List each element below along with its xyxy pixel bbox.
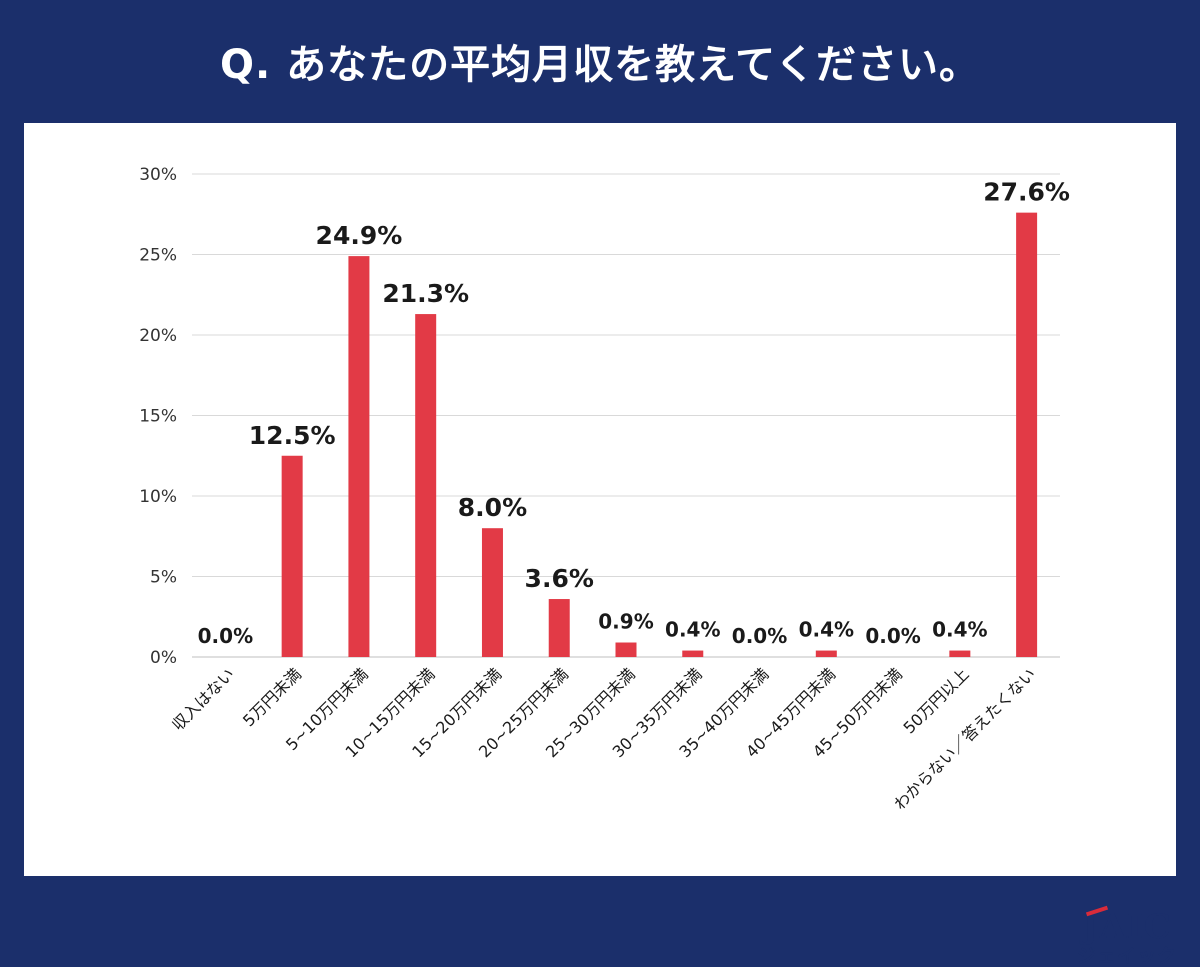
- bar: [682, 650, 704, 657]
- data-label: 24.9%: [316, 221, 403, 250]
- bar: [615, 642, 637, 657]
- category-label: 50万円以上: [900, 664, 973, 737]
- data-label: 0.4%: [799, 618, 854, 642]
- y-axis-ticks: 0% 5% 10% 15% 20% 25% 30%: [139, 165, 177, 668]
- bar: [1016, 212, 1038, 657]
- chart-title: Q. あなたの平均月収を教えてください。: [220, 42, 980, 88]
- data-label: 0.9%: [598, 610, 653, 634]
- y-tick-label: 30%: [139, 165, 177, 185]
- bar-chart: 0% 5% 10% 15% 20% 25% 30% 0.0% 12.5% 24.9% 21.3% 8…: [139, 165, 1070, 814]
- category-label: わからない／答えたくない: [890, 664, 1039, 813]
- bar: [415, 314, 437, 657]
- bar: [281, 455, 303, 657]
- bar: [815, 650, 837, 657]
- y-tick-label: 15%: [139, 407, 177, 427]
- data-label: 0.4%: [932, 618, 987, 642]
- data-label: 0.0%: [865, 624, 920, 648]
- y-tick-label: 20%: [139, 326, 177, 346]
- y-tick-label: 25%: [139, 246, 177, 266]
- y-tick-label: 5%: [150, 568, 177, 588]
- jaic-logo: JAIC ジェイック: [1072, 909, 1182, 967]
- data-label: 3.6%: [525, 564, 594, 593]
- data-label: 0.0%: [198, 624, 253, 648]
- data-labels: 0.0% 12.5% 24.9% 21.3% 8.0% 3.6%0.9% 0.4% 0.0% 0…: [198, 178, 1070, 648]
- y-tick-label: 10%: [139, 487, 177, 507]
- chart-panel: 0% 5% 10% 15% 20% 25% 30% 0.0% 12.5% 24.9% 21.3% 8…: [24, 123, 1176, 967]
- logo-mark: JAIC: [1082, 907, 1172, 947]
- x-axis-categories: 収入はない 5万円未満5~10万円未満10~15万円未満15~20万円未満20~2…: [168, 664, 1039, 813]
- category-label: 収入はない: [168, 664, 238, 734]
- gridlines: [192, 173, 1060, 658]
- bar: [548, 599, 570, 657]
- data-label: 0.0%: [732, 624, 787, 648]
- bars: [281, 212, 1038, 657]
- y-tick-label: 0%: [150, 648, 177, 668]
- bar: [949, 650, 971, 657]
- bar: [348, 256, 370, 657]
- data-label: 8.0%: [458, 493, 527, 522]
- logo-subtitle: ジェイック: [1076, 945, 1177, 967]
- data-label: 27.6%: [983, 178, 1070, 207]
- data-label: 0.4%: [665, 618, 720, 642]
- bar: [481, 528, 503, 657]
- data-label: 12.5%: [249, 421, 336, 450]
- category-label: 5万円未満: [239, 664, 305, 730]
- header-bar: Q. あなたの平均月収を教えてください。: [0, 0, 1200, 122]
- data-label: 21.3%: [382, 279, 469, 308]
